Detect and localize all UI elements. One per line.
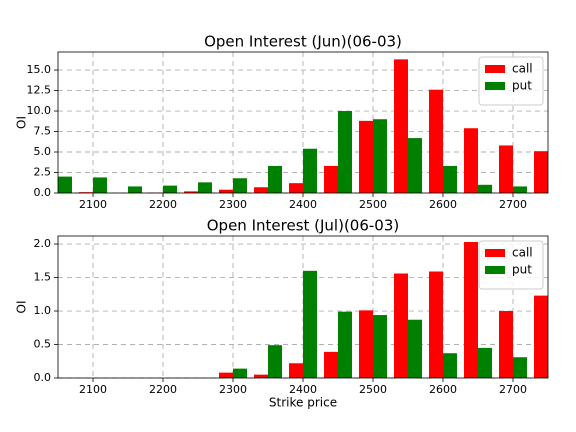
x-tick-label: 2200 <box>149 383 177 396</box>
y-axis-label: OI <box>15 301 29 314</box>
legend-label: call <box>512 62 533 76</box>
y-tick-label: 12.5 <box>27 84 52 97</box>
y-tick-label: 5.0 <box>34 145 52 158</box>
bars <box>58 59 548 193</box>
y-tick-label: 0.0 <box>34 186 52 199</box>
x-tick-label: 2700 <box>499 383 527 396</box>
bar <box>289 183 303 193</box>
legend-swatch <box>485 266 505 274</box>
bar <box>268 165 282 193</box>
y-tick-label: 0.0 <box>34 371 52 384</box>
x-tick-label: 2400 <box>289 198 317 211</box>
bar <box>324 165 338 193</box>
bar <box>534 295 548 378</box>
bar <box>443 165 457 193</box>
y-tick-label: 1.0 <box>34 304 52 317</box>
bar <box>338 111 352 193</box>
bar <box>429 89 443 193</box>
bar <box>373 315 387 378</box>
bar <box>499 311 513 378</box>
axes-frame <box>57 235 549 379</box>
legend: call put <box>478 56 544 106</box>
bar <box>324 351 338 378</box>
bar <box>429 271 443 378</box>
bar <box>79 192 93 193</box>
bar <box>338 311 352 378</box>
axes-frame <box>57 51 549 194</box>
legend-swatch <box>485 249 505 257</box>
legend-swatch <box>485 82 505 90</box>
bar <box>359 310 373 378</box>
x-tick-label: 2100 <box>79 198 107 211</box>
bar <box>408 319 422 378</box>
bar <box>93 177 107 193</box>
bar <box>289 363 303 378</box>
bar <box>128 186 142 193</box>
bar <box>464 128 478 193</box>
chart-title: Open Interest (Jul)(06-03) <box>207 217 400 235</box>
legend-label: put <box>512 79 532 93</box>
bar <box>184 191 198 193</box>
y-tick-label: 10.0 <box>27 104 52 117</box>
bar <box>219 189 233 193</box>
bar <box>394 273 408 378</box>
bar <box>394 59 408 193</box>
x-tick-label: 2300 <box>219 383 247 396</box>
x-tick-label: 2100 <box>79 383 107 396</box>
x-tick-label: 2400 <box>289 383 317 396</box>
x-tick-label: 2500 <box>359 198 387 211</box>
x-tick-label: 2700 <box>499 198 527 211</box>
bar <box>513 186 527 193</box>
y-tick-label: 7.5 <box>34 125 52 138</box>
bar <box>163 185 177 193</box>
bar <box>464 242 478 378</box>
bar <box>478 184 492 193</box>
x-tick-label: 2600 <box>429 198 457 211</box>
bar <box>233 368 247 378</box>
bar <box>443 353 457 378</box>
bars <box>219 242 548 378</box>
bar <box>534 151 548 193</box>
bar <box>58 176 72 193</box>
y-tick-label: 2.5 <box>34 166 52 179</box>
x-tick-label: 2300 <box>219 198 247 211</box>
bar <box>373 119 387 193</box>
plot-area: 2100 2200 2300 2400 2500 2600 2700 0.0 2.5 5.0 7.5… <box>15 33 549 211</box>
bar <box>303 270 317 378</box>
bar <box>513 357 527 378</box>
x-axis-label: Strike price <box>269 396 337 410</box>
y-tick-label: 1.5 <box>34 271 52 284</box>
bar <box>233 178 247 193</box>
x-tick-label: 2200 <box>149 198 177 211</box>
legend-frame <box>478 240 544 290</box>
y-tick-label: 2.0 <box>34 237 52 250</box>
bar <box>198 182 212 193</box>
bar <box>254 187 268 193</box>
x-tick-label: 2600 <box>429 383 457 396</box>
legend-frame <box>478 56 544 106</box>
chart-title: Open Interest (Jun)(06-03) <box>204 33 402 51</box>
bar <box>359 120 373 193</box>
bar <box>254 374 268 378</box>
bar <box>408 138 422 193</box>
x-tick-label: 2500 <box>359 383 387 396</box>
y-tick-label: 15.0 <box>27 63 52 76</box>
y-tick-label: 0.5 <box>34 338 52 351</box>
bar <box>303 148 317 193</box>
legend-label: put <box>512 263 532 277</box>
legend-label: call <box>512 246 533 260</box>
bar <box>478 347 492 378</box>
bar <box>219 372 233 378</box>
bar <box>268 345 282 378</box>
plot-area: 2100 2200 2300 2400 2500 2600 2700 0.0 0.5 1.0 1.5… <box>15 217 549 410</box>
y-axis-label: OI <box>15 116 29 129</box>
legend-swatch <box>485 65 505 73</box>
bar <box>499 145 513 193</box>
legend: call put <box>478 240 544 290</box>
